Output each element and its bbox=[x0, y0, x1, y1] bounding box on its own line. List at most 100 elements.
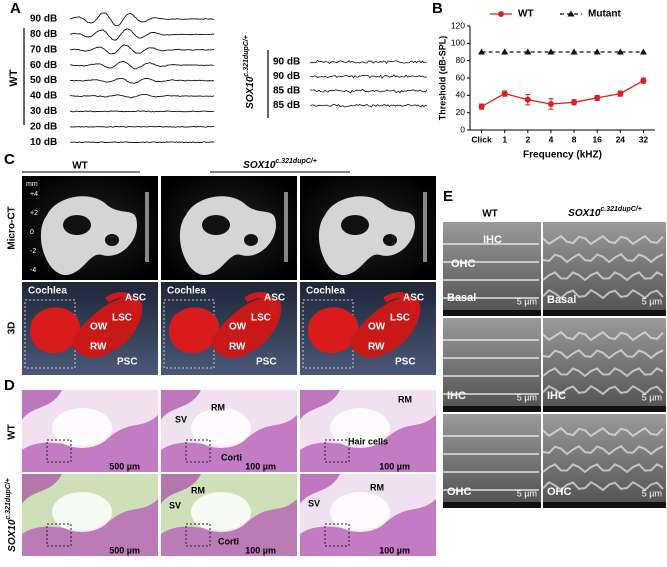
cavity bbox=[383, 234, 397, 246]
point bbox=[616, 48, 624, 55]
info-bar bbox=[443, 406, 541, 412]
legend-label: WT bbox=[518, 9, 534, 20]
x-tick-label: 16 bbox=[592, 134, 602, 144]
panel-letter: B bbox=[432, 0, 443, 17]
abr-trace bbox=[69, 77, 215, 84]
structure-label: Cochlea bbox=[28, 286, 67, 297]
image-label: OHC bbox=[447, 486, 472, 498]
image-label: 100 µm bbox=[245, 461, 276, 471]
hair-bundle-row bbox=[542, 480, 664, 492]
info-bar bbox=[543, 406, 666, 412]
legend-label: Mutant bbox=[588, 9, 621, 20]
abr-trace bbox=[309, 59, 428, 65]
scale-tick: -2 bbox=[30, 248, 36, 255]
column-header: WT bbox=[482, 209, 498, 220]
level-label: 40 dB bbox=[30, 91, 57, 102]
structure-label: OW bbox=[90, 322, 108, 333]
allele: c.321dupC/+ bbox=[5, 478, 12, 519]
genotype-label: SOX10c.321dupC/+ bbox=[243, 35, 255, 109]
image-label: OHC bbox=[547, 486, 572, 498]
point bbox=[593, 48, 601, 55]
structure-label: LSC bbox=[112, 313, 132, 324]
image-label: IHC bbox=[447, 390, 466, 402]
point bbox=[478, 48, 486, 55]
info-bar bbox=[443, 310, 541, 316]
roi-box bbox=[46, 439, 72, 463]
level-label: 70 dB bbox=[30, 44, 57, 55]
hair-bundle-row bbox=[542, 288, 664, 300]
image-label: 5 µm bbox=[517, 296, 537, 306]
x-tick-label: 4 bbox=[549, 134, 554, 144]
tissue bbox=[300, 390, 340, 420]
hair-bundle-row bbox=[542, 348, 664, 360]
structure-label: LSC bbox=[251, 313, 271, 324]
image-label: 100 µm bbox=[245, 545, 276, 555]
structure-label: Cochlea bbox=[167, 286, 206, 297]
level-label: 10 dB bbox=[30, 137, 57, 148]
image-label: 5 µm bbox=[517, 488, 537, 498]
point bbox=[571, 99, 578, 106]
genotype-label: SOX10c.321dupC/+ bbox=[5, 478, 17, 552]
genotype-label: SOX10c.321dupC/+ bbox=[568, 206, 642, 218]
abr-trace bbox=[69, 44, 215, 55]
structure-label: PSC bbox=[256, 357, 277, 368]
abr-trace bbox=[309, 88, 428, 94]
point bbox=[617, 90, 624, 97]
tissue bbox=[161, 499, 297, 556]
hair-bundle-row bbox=[542, 252, 664, 264]
image-label: OHC bbox=[451, 258, 476, 270]
roi-box bbox=[324, 523, 350, 547]
image-label: SV bbox=[169, 500, 181, 510]
y-tick-label: 0 bbox=[460, 124, 465, 134]
point bbox=[501, 90, 508, 97]
cavity bbox=[105, 234, 119, 246]
image-label: 5 µm bbox=[517, 392, 537, 402]
cavity bbox=[341, 215, 369, 235]
row-label: 3D bbox=[7, 322, 18, 335]
hair-bundle-row bbox=[542, 330, 664, 342]
y-tick-label: 100 bbox=[451, 38, 465, 48]
image-label: 100 µm bbox=[379, 461, 410, 471]
x-axis-title: Frequency (kHZ) bbox=[523, 150, 602, 161]
x-tick-label: 32 bbox=[639, 134, 649, 144]
3d-canals bbox=[350, 297, 421, 358]
level-label: 60 dB bbox=[30, 60, 57, 71]
image-label: 500 µm bbox=[109, 545, 140, 555]
gene-name: SOX10 bbox=[243, 160, 276, 171]
sem-image bbox=[443, 414, 541, 508]
lumen bbox=[52, 408, 112, 448]
lumen bbox=[330, 492, 390, 532]
x-tick-label: 8 bbox=[572, 134, 577, 144]
row-label: Micro-CT bbox=[7, 206, 18, 249]
hair-bundle-row bbox=[542, 444, 664, 456]
level-label: 85 dB bbox=[273, 100, 300, 111]
hair-bundle-row bbox=[542, 384, 664, 396]
structure-label: Cochlea bbox=[306, 286, 345, 297]
scale-unit: mm bbox=[26, 181, 38, 188]
info-bar bbox=[443, 502, 541, 508]
image-label: RM bbox=[211, 402, 225, 412]
lumen bbox=[52, 492, 112, 532]
point bbox=[639, 48, 647, 55]
tissue bbox=[22, 499, 158, 556]
image-label: Corti bbox=[218, 536, 239, 546]
lumen bbox=[191, 492, 251, 532]
scale-tick: +4 bbox=[30, 191, 38, 198]
cavity bbox=[202, 215, 230, 235]
panel-letter: A bbox=[10, 0, 21, 17]
image-label: Basal bbox=[547, 294, 576, 306]
structure-label: PSC bbox=[395, 357, 416, 368]
genotype-label: SOX10c.321dupC/+ bbox=[243, 158, 317, 170]
cavity bbox=[244, 234, 258, 246]
structure-label: ASC bbox=[403, 293, 424, 304]
abr-trace bbox=[309, 74, 428, 80]
scale-tick: +2 bbox=[30, 210, 38, 217]
bone-shape bbox=[40, 196, 137, 276]
level-label: 90 dB bbox=[273, 71, 300, 82]
point bbox=[570, 48, 578, 55]
tissue bbox=[300, 474, 340, 504]
level-label: 90 dB bbox=[30, 14, 57, 25]
tissue bbox=[300, 499, 436, 556]
abr-trace bbox=[69, 60, 215, 70]
